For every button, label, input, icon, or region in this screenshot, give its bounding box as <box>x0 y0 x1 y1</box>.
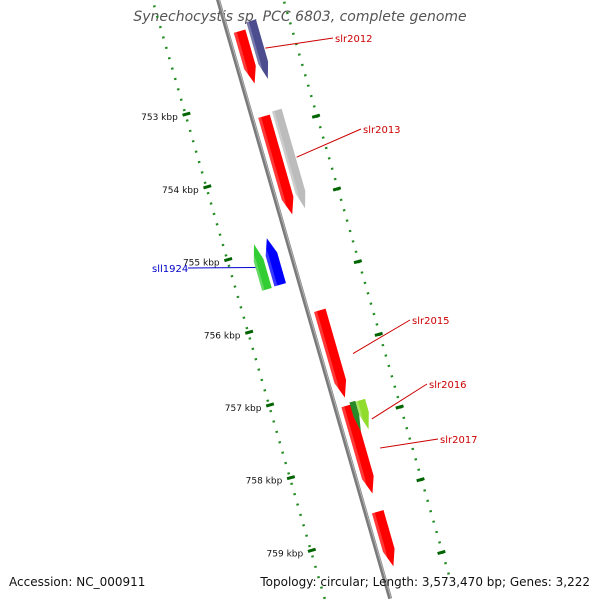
genome-backbone <box>216 0 393 600</box>
feature-bar-sheen <box>355 400 365 431</box>
gene-arrow-slr2015[interactable] <box>314 308 347 398</box>
leader-line <box>296 128 362 158</box>
leader-line <box>380 438 439 449</box>
gene-label-slr2017[interactable]: slr2017 <box>440 435 478 446</box>
tick-major-right <box>395 404 404 410</box>
feature-bar[interactable] <box>253 244 272 291</box>
leader-line <box>187 266 256 269</box>
gene-label-slr2015[interactable]: slr2015 <box>412 316 450 327</box>
genome-summary-text: Topology: circular; Length: 3,573,470 bp… <box>260 575 590 589</box>
gene-label-slr2013[interactable]: slr2013 <box>363 125 401 136</box>
tick-major-left <box>265 402 275 408</box>
tick-label: 753 kbp <box>141 113 178 123</box>
tick-major-left <box>182 111 191 117</box>
feature-bar-sheen <box>250 245 265 291</box>
tick-major-right <box>311 113 321 119</box>
tick-label: 754 kbp <box>162 186 199 196</box>
tick-major-left <box>307 547 317 553</box>
tick-major-left <box>223 256 233 263</box>
tick-major-right <box>332 186 342 192</box>
gene-label-sll1924[interactable]: sll1924 <box>152 264 188 275</box>
feature-bar-sheen <box>246 21 265 80</box>
feature-bar-slr2016[interactable] <box>349 400 361 432</box>
tick-major-right <box>353 259 363 265</box>
tick-major-right <box>416 477 425 483</box>
gene-arrow-sheen <box>341 406 369 495</box>
feature-bar[interactable] <box>246 19 269 79</box>
gene-arrow-unnamed[interactable] <box>371 510 395 567</box>
tick-major-left <box>203 184 212 190</box>
feature-bar[interactable] <box>355 398 369 430</box>
gene-label-slr2016[interactable]: slr2016 <box>429 380 467 391</box>
tick-label: 755 kbp <box>183 259 220 269</box>
ruler-left <box>152 5 327 600</box>
gene-arrow-sheen <box>262 239 278 287</box>
leader-line <box>265 37 334 49</box>
tick-label: 756 kbp <box>204 331 241 341</box>
gene-arrow-sheen <box>258 117 288 216</box>
gene-arrow-sheen <box>371 512 390 568</box>
tick-major-right <box>437 549 446 555</box>
leader-line <box>371 383 428 420</box>
gene-arrow-slr2017[interactable] <box>341 403 374 494</box>
tick-label: 759 kbp <box>267 549 304 559</box>
leader-line <box>352 319 411 354</box>
gene-arrow-slr2013[interactable] <box>258 114 294 215</box>
gene-arrow-sll1924[interactable] <box>265 238 286 287</box>
gene-arrow-slr2012[interactable] <box>233 29 256 84</box>
gene-arrow-sheen <box>233 31 251 85</box>
tick-major-left <box>286 475 296 481</box>
map-title: Synechocystis sp. PCC 6803, complete gen… <box>133 9 467 25</box>
gene-label-slr2012[interactable]: slr2012 <box>335 34 373 45</box>
tick-major-left <box>244 329 254 335</box>
gene-arrow-sheen <box>314 311 341 399</box>
feature-bar-sheen <box>272 110 302 210</box>
genome-backbone-highlight <box>218 0 392 599</box>
tick-major-right <box>374 331 383 337</box>
tick-label: 758 kbp <box>246 477 283 487</box>
accession-text: Accession: NC_000911 <box>9 575 146 589</box>
tick-label: 757 kbp <box>225 404 262 414</box>
feature-bar[interactable] <box>272 108 306 209</box>
